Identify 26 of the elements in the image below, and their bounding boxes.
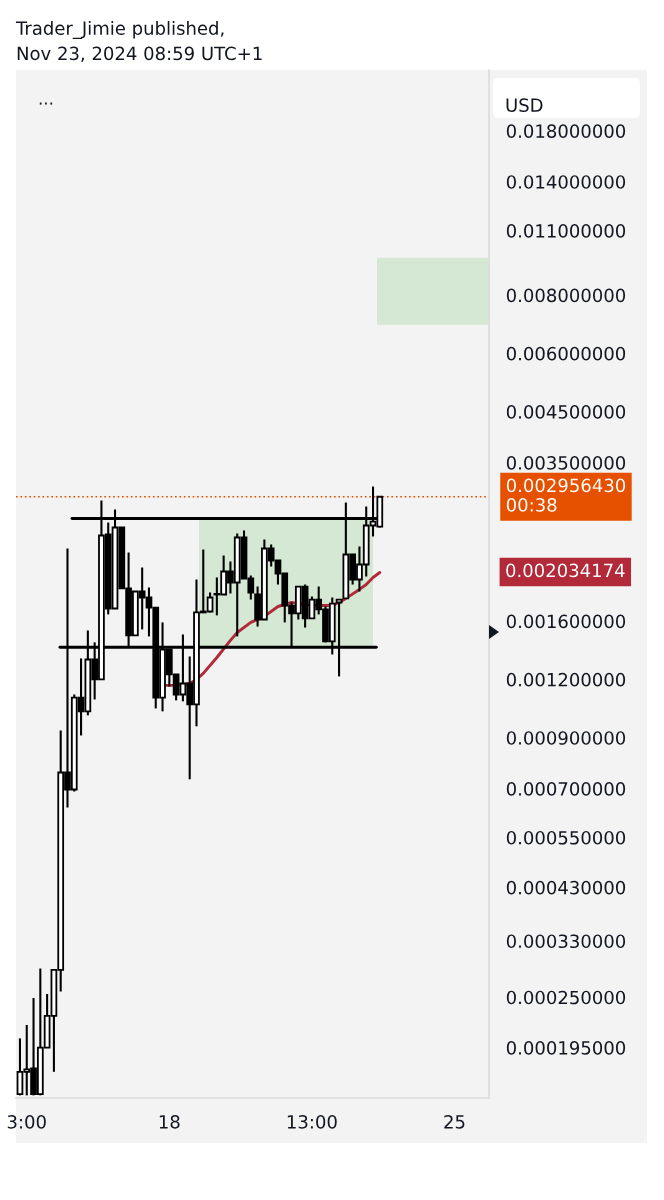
x-tick-label: 3:00 <box>7 1114 46 1129</box>
annotation: ... <box>39 102 53 105</box>
y-tick-label: 0.000700000 <box>506 782 626 796</box>
y-tick-label: 0.000250000 <box>506 990 626 1005</box>
text: 0.002034174 <box>506 563 625 578</box>
y-tick-label: 0.000430000 <box>506 880 626 895</box>
y-tick-label: 0.018000000 <box>506 124 626 138</box>
y-axis-title: USD <box>506 98 543 112</box>
chart-title: Trader_Jimie published, <box>15 21 224 39</box>
y-tick-label: 0.004500000 <box>506 405 626 419</box>
y-tick-label: 0.000900000 <box>506 731 626 745</box>
y-tick-label: 0.001600000 <box>506 614 626 629</box>
x-tick-label: 13:00 <box>287 1114 337 1129</box>
y-tick-label: 0.000330000 <box>506 934 626 949</box>
y-tick-label: 0.014000000 <box>506 175 626 189</box>
y-tick-label: 0.006000000 <box>506 346 626 361</box>
chart-subtitle: Nov 23, 2024 08:59 UTC+1 <box>17 46 262 63</box>
y-tick-label: 0.008000000 <box>506 288 626 303</box>
x-tick-label: 25 <box>444 1114 465 1129</box>
x-tick-label: 18 <box>159 1114 180 1129</box>
y-tick-label: 0.011000000 <box>506 224 626 238</box>
ref-line-label: 0.002956430 00:38 <box>506 478 626 512</box>
y-tick-label: 0.003500000 <box>506 456 626 470</box>
y-tick-label: 0.000550000 <box>506 830 626 845</box>
y-tick-label: 0.000195000 <box>506 1040 626 1055</box>
y-tick-label: 0.001200000 <box>506 672 626 687</box>
